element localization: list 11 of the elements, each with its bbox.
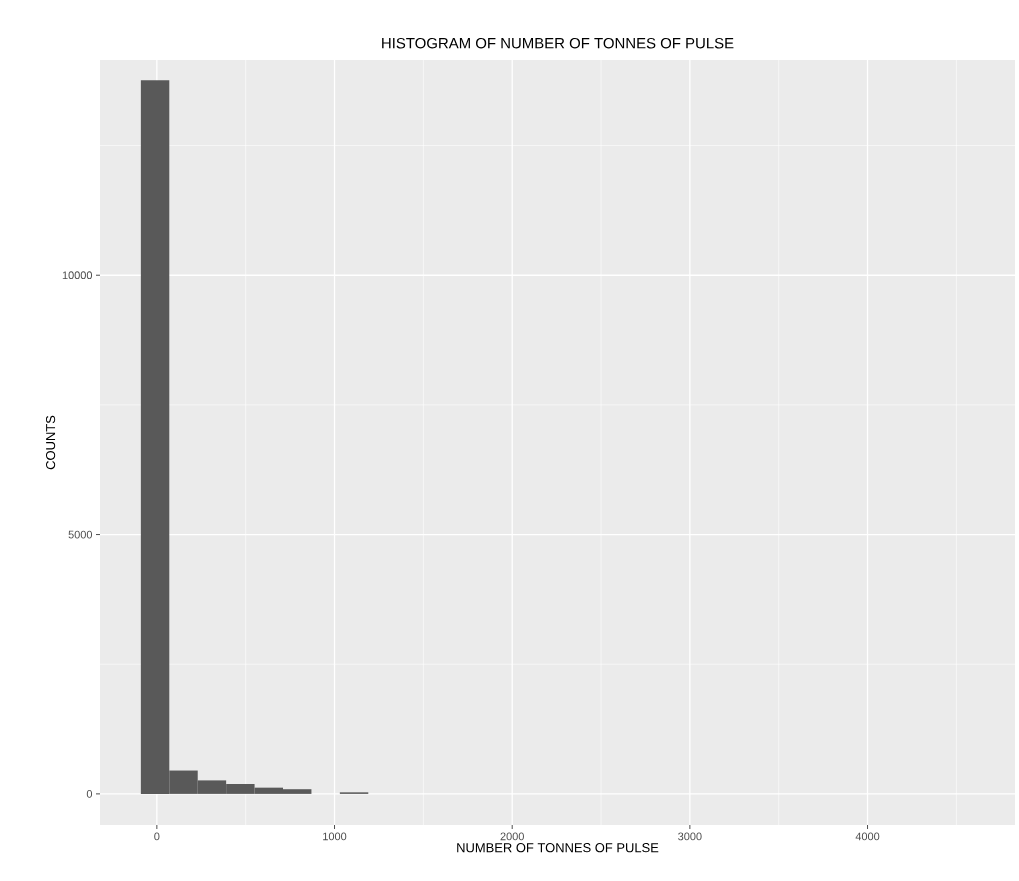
x-axis-title: NUMBER OF TONNES OF PULSE <box>457 843 659 853</box>
y-tick-label: 0 <box>86 790 93 798</box>
x-tick-label: 3000 <box>678 832 702 841</box>
x-tick-label: 1000 <box>323 832 347 841</box>
y-tick-label: 5000 <box>68 530 93 539</box>
chart-title: HISTOGRAM OF NUMBER OF TONNES OF PULSE <box>382 37 734 49</box>
y-axis-title: COUNTS <box>45 415 56 470</box>
x-tick-label: 0 <box>154 832 160 841</box>
x-tick-label: 4000 <box>855 832 880 841</box>
y-tick-label: 10000 <box>62 271 93 280</box>
x-tick-label: 2000 <box>500 832 524 841</box>
